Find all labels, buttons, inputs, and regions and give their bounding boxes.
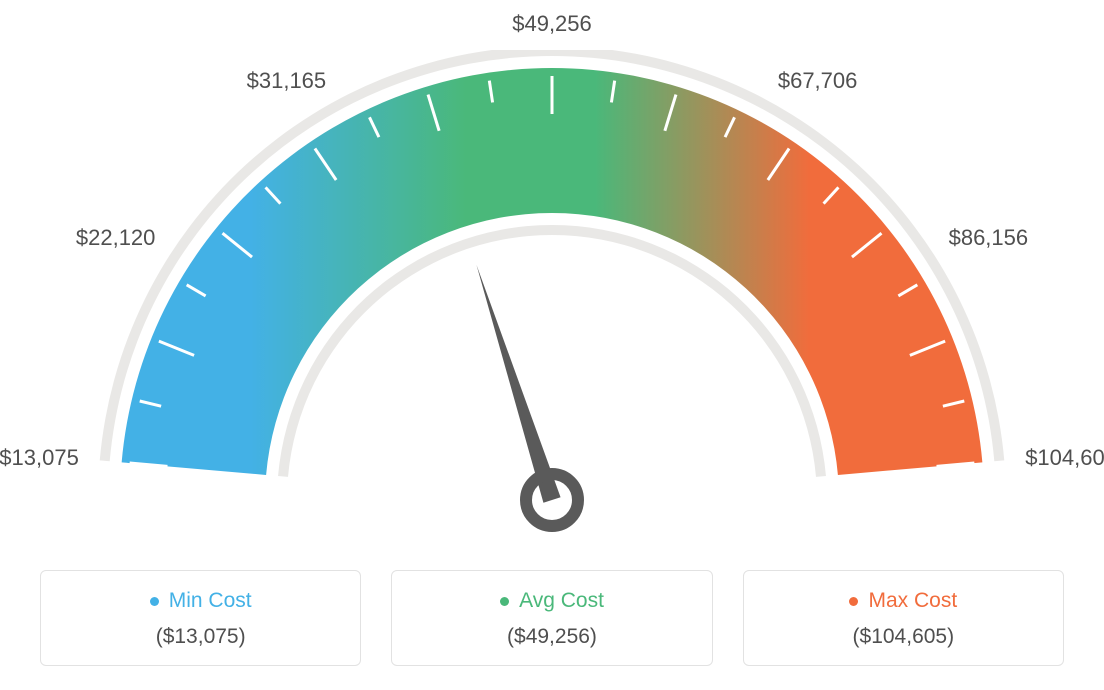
legend-value-min: ($13,075): [51, 625, 350, 649]
legend-title-text: Min Cost: [169, 589, 252, 613]
gauge-tick-label: $22,120: [76, 225, 156, 251]
gauge-svg: [52, 50, 1052, 560]
gauge-tick-label: $67,706: [778, 68, 858, 94]
gauge-tick-label: $13,075: [0, 445, 79, 471]
gauge-tick-label: $49,256: [512, 11, 592, 37]
gauge-tick-label: $86,156: [949, 225, 1029, 251]
legend-row: Min Cost ($13,075) Avg Cost ($49,256) Ma…: [40, 570, 1064, 666]
dot-icon: [849, 597, 858, 606]
legend-card-min: Min Cost ($13,075): [40, 570, 361, 666]
dot-icon: [150, 597, 159, 606]
legend-title-text: Avg Cost: [519, 589, 604, 613]
cost-gauge: $13,075 $22,120 $31,165 $49,256 $67,706 $86,1…: [0, 0, 1104, 530]
gauge-tick-label: $104,605: [1025, 445, 1104, 471]
legend-value-avg: ($49,256): [402, 625, 701, 649]
dot-icon: [500, 597, 509, 606]
legend-title-text: Max Cost: [868, 589, 957, 613]
legend-title-min: Min Cost: [150, 589, 252, 613]
legend-value-max: ($104,605): [754, 625, 1053, 649]
gauge-tick-label: $31,165: [247, 68, 327, 94]
legend-title-max: Max Cost: [849, 589, 957, 613]
legend-card-avg: Avg Cost ($49,256): [391, 570, 712, 666]
legend-title-avg: Avg Cost: [500, 589, 604, 613]
legend-card-max: Max Cost ($104,605): [743, 570, 1064, 666]
